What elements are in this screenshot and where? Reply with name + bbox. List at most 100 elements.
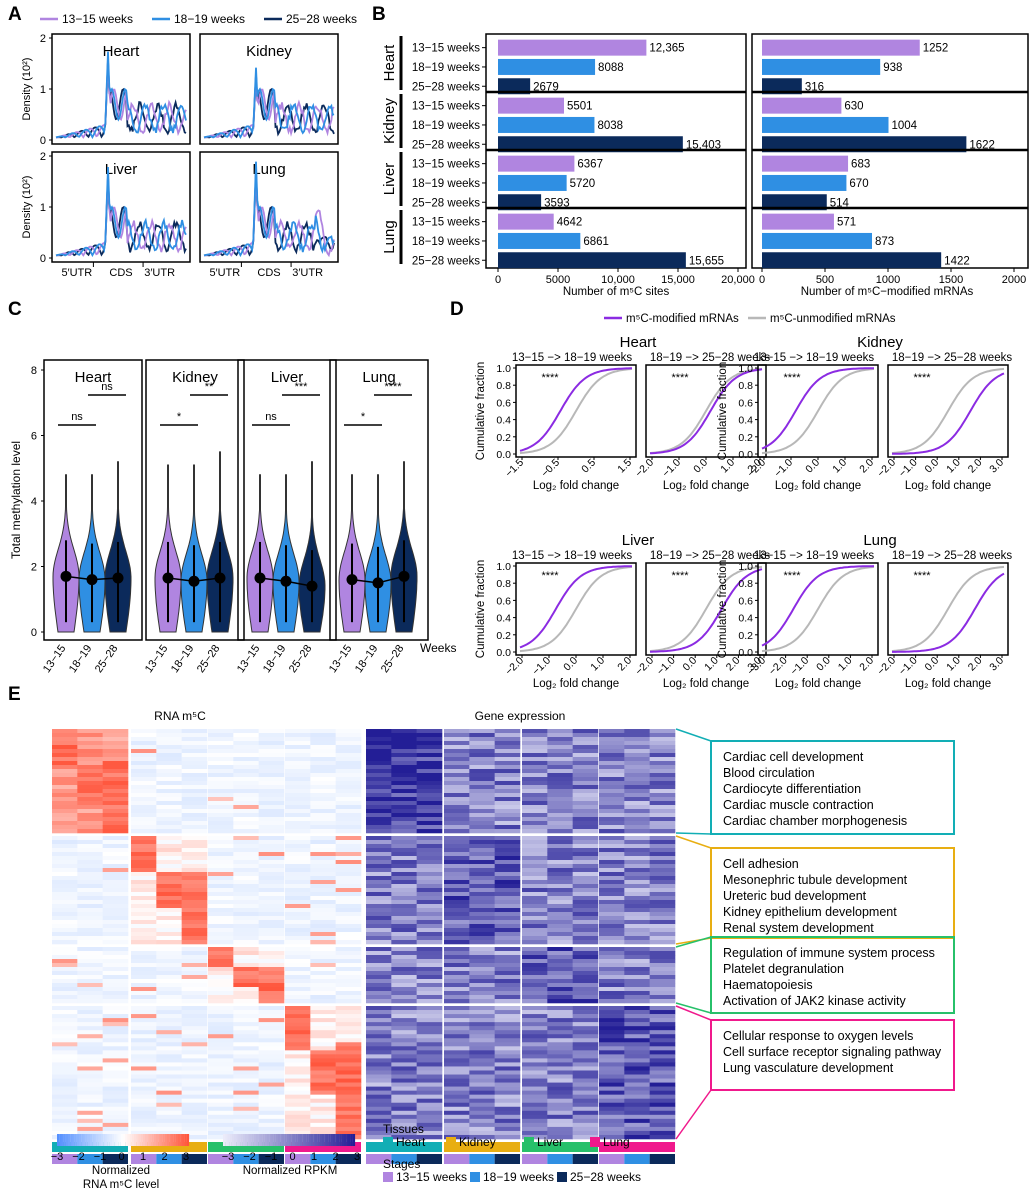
heatmap-cell-m5c <box>156 967 182 972</box>
heatmap-cell-m5c <box>181 733 208 738</box>
heatmap-cell-rpkm <box>547 836 573 841</box>
heatmap-cell-rpkm <box>366 920 392 925</box>
heatmap-cell-m5c <box>258 908 285 913</box>
heatmap-cell-rpkm <box>624 912 650 917</box>
colorbar-rpkm-step <box>247 1134 250 1146</box>
heatmap-cell-m5c <box>102 1070 129 1075</box>
heatmap-cell-rpkm <box>547 805 573 810</box>
heatmap-cell-m5c <box>208 1134 234 1140</box>
y-tick-label: 0.4 <box>738 415 753 427</box>
heatmap-cell-rpkm <box>494 1018 521 1023</box>
heatmap-cell-m5c <box>181 1082 208 1087</box>
heatmap-cell-m5c <box>181 749 208 754</box>
heatmap-cell-rpkm <box>599 745 625 750</box>
heatmap-cell-m5c <box>258 777 285 782</box>
heatmap-cell-rpkm <box>366 1090 392 1095</box>
heatmap-cell-m5c <box>233 872 259 877</box>
heatmap-cell-m5c <box>102 928 129 933</box>
heatmap-cell-rpkm <box>572 924 599 929</box>
heatmap-cell-m5c <box>131 1062 157 1067</box>
heatmap-cell-rpkm <box>547 1114 573 1120</box>
heatmap-cell-rpkm <box>366 821 392 826</box>
heatmap-cell-rpkm <box>547 801 573 806</box>
heatmap-cell-rpkm <box>444 995 470 1000</box>
heatmap-cell-m5c <box>156 912 182 917</box>
heatmap-cell-rpkm <box>391 793 417 798</box>
tissue-bar <box>522 1142 598 1152</box>
heatmap-cell-m5c <box>285 836 311 841</box>
heatmap-cell-m5c <box>233 848 259 853</box>
heatmap-cell-rpkm <box>391 753 417 758</box>
heatmap-cell-m5c <box>335 817 362 822</box>
heatmap-cell-rpkm <box>572 848 599 853</box>
heatmap-cell-rpkm <box>366 932 392 937</box>
heatmap-cell-rpkm <box>469 773 495 778</box>
colorbar-m5c-step <box>74 1134 77 1146</box>
x-tick-label: 13−15 <box>41 643 69 675</box>
heatmap-cell-rpkm <box>366 1030 392 1035</box>
heatmap-cell-rpkm <box>522 856 548 861</box>
heatmap-cell-m5c <box>52 940 78 945</box>
stage-bar <box>469 1154 495 1164</box>
heatmap-cell-rpkm <box>522 757 548 762</box>
heatmap-cell-rpkm <box>494 840 521 845</box>
heatmap-cell-m5c <box>131 912 157 917</box>
heatmap-cell-m5c <box>258 848 285 853</box>
heatmap-cell-m5c <box>77 1006 103 1011</box>
bar-mrna-value: 683 <box>851 159 870 171</box>
heatmap-cell-rpkm <box>366 1130 392 1136</box>
heatmap-cell-m5c <box>208 856 234 861</box>
heatmap-cell-m5c <box>102 1050 129 1055</box>
heatmap-cell-m5c <box>102 745 129 750</box>
heatmap-cell-m5c <box>131 916 157 921</box>
heatmap-cell-m5c <box>285 793 311 798</box>
heatmap-cell-rpkm <box>469 975 495 980</box>
heatmap-cell-m5c <box>52 1006 78 1011</box>
heatmap-cell-rpkm <box>572 813 599 818</box>
heatmap-cell-m5c <box>181 884 208 889</box>
heatmap-cell-m5c <box>258 920 285 925</box>
heatmap-cell-rpkm <box>494 1054 521 1059</box>
colorbar-rpkm-step <box>348 1134 351 1146</box>
heatmap-cell-m5c <box>102 904 129 909</box>
heatmap-cell-rpkm <box>624 1134 650 1140</box>
heatmap-cell-m5c <box>131 1050 157 1055</box>
heatmap-cell-rpkm <box>649 920 676 925</box>
heatmap-cell-rpkm <box>494 801 521 806</box>
heatmap-cell-m5c <box>310 785 336 790</box>
heatmap-cell-rpkm <box>469 1094 495 1099</box>
heatmap-cell-rpkm <box>572 797 599 802</box>
heatmap-cell-rpkm <box>624 836 650 841</box>
heatmap-cell-rpkm <box>494 880 521 885</box>
heatmap-cell-rpkm <box>599 924 625 929</box>
facet-title: Liver <box>105 161 138 178</box>
heatmap-cell-m5c <box>102 896 129 901</box>
x-axis-label: Log₂ fold change <box>905 480 991 492</box>
heatmap-cell-m5c <box>335 880 362 885</box>
heatmap-cell-rpkm <box>522 789 548 794</box>
x-tick-label: −2.0 <box>633 457 656 480</box>
heatmap-cell-rpkm <box>649 1066 676 1071</box>
heatmap-cell-rpkm <box>649 1058 676 1063</box>
heatmap-cell-m5c <box>131 888 157 893</box>
heatmap-cell-m5c <box>233 797 259 802</box>
heatmap-cell-rpkm <box>649 1030 676 1035</box>
heatmap-cell-m5c <box>52 995 78 1000</box>
heatmap-cell-m5c <box>208 753 234 758</box>
panel-label-d: D <box>450 299 464 320</box>
heatmap-cell-m5c <box>181 836 208 841</box>
heatmap-cell-rpkm <box>547 912 573 917</box>
colorbar-m5c-step <box>180 1134 183 1146</box>
heatmap-cell-rpkm <box>391 1038 417 1043</box>
heatmap-cell-m5c <box>131 995 157 1000</box>
heatmap-cell-m5c <box>77 733 103 738</box>
cdf-modified <box>892 372 1005 455</box>
heatmap-cell-rpkm <box>649 1118 676 1124</box>
heatmap-cell-m5c <box>52 987 78 992</box>
heatmap-cell-m5c <box>102 856 129 861</box>
heatmap-cell-m5c <box>52 1098 78 1104</box>
heatmap-cell-rpkm <box>649 999 676 1004</box>
heatmap-cell-rpkm <box>624 991 650 996</box>
heatmap-cell-rpkm <box>494 761 521 766</box>
heatmap-cell-rpkm <box>391 789 417 794</box>
